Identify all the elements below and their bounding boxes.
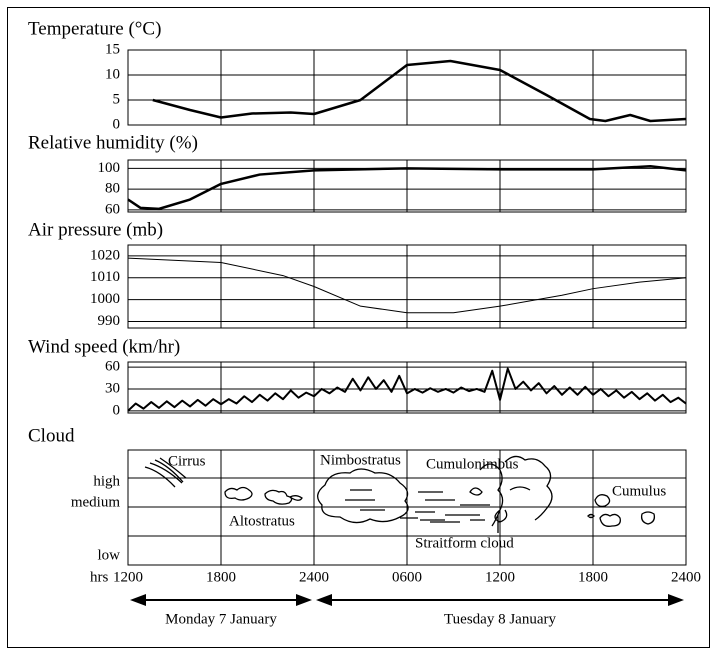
data-line (127, 367, 687, 412)
y-tick-label: 60 (105, 359, 120, 375)
x-tick-label: 0600 (392, 569, 422, 585)
panel-title: Cloud (28, 425, 75, 446)
panel-title: Relative humidity (%) (28, 132, 198, 153)
cloud-label: Cumulus (612, 483, 666, 499)
y-tick-label: high (93, 473, 120, 489)
cloud-label: Cirrus (168, 453, 206, 469)
y-tick-label: low (98, 547, 121, 563)
period-label: Tuesday 8 January (444, 611, 556, 627)
data-line (127, 164, 687, 211)
x-tick-label: 1800 (206, 569, 236, 585)
data-line (152, 59, 687, 123)
cloud-label: Straitform cloud (415, 535, 514, 551)
x-tick-label: 1800 (578, 569, 608, 585)
frame (7, 7, 710, 648)
cumulus-shape (587, 494, 656, 527)
x-tick-label: 1200 (485, 569, 515, 585)
y-tick-label: 1010 (90, 269, 120, 285)
y-tick-label: medium (71, 494, 120, 510)
data-line (127, 257, 687, 314)
y-tick-label: 1020 (90, 247, 120, 263)
x-tick-label: 2400 (299, 569, 329, 585)
y-tick-label: 30 (105, 380, 120, 396)
cloud-label: Altostratus (229, 513, 295, 529)
x-tick-label: 2400 (671, 569, 701, 585)
panel-title: Temperature (°C) (28, 18, 161, 39)
y-tick-label: 15 (105, 41, 120, 57)
x-axis-label: hrs (90, 569, 108, 585)
panel-title: Air pressure (mb) (28, 219, 163, 240)
nimbostratus-shape (317, 468, 409, 524)
cloud-label: Cumulonimbus (426, 456, 519, 472)
cloud-label: Nimbostratus (320, 452, 401, 468)
y-tick-label: 1000 (90, 291, 120, 307)
y-tick-label: 80 (105, 181, 120, 197)
stratiform-shape (400, 517, 485, 523)
altostratus-shape (224, 486, 303, 505)
y-tick-label: 990 (98, 313, 121, 329)
panel-title: Wind speed (km/hr) (28, 336, 180, 357)
x-tick-label: 1200 (113, 569, 143, 585)
period-label: Monday 7 January (165, 611, 277, 627)
y-tick-label: 100 (98, 160, 121, 176)
y-tick-label: 60 (105, 201, 120, 217)
y-tick-label: 5 (113, 91, 121, 107)
y-tick-label: 0 (113, 402, 121, 418)
cirrus-shape (144, 457, 187, 488)
y-tick-label: 0 (113, 116, 121, 132)
y-tick-label: 10 (105, 66, 120, 82)
